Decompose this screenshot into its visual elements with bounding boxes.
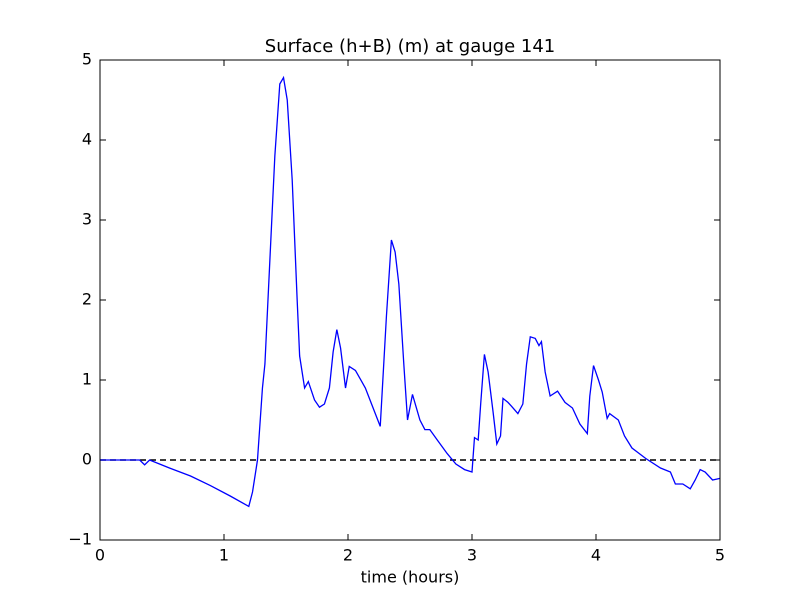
plot-frame: [99, 59, 721, 541]
x-tick-label: 2: [343, 546, 353, 565]
x-tick-label: 3: [467, 546, 477, 565]
x-tick-label: 4: [591, 546, 601, 565]
x-tick-label: 0: [95, 546, 105, 565]
y-tick-label: 5: [82, 50, 92, 69]
x-tick-label: 5: [715, 546, 725, 565]
y-tick-label: 2: [82, 290, 92, 309]
x-axis-label: time (hours): [361, 568, 460, 587]
x-tick-label: 1: [219, 546, 229, 565]
y-tick-label: 4: [82, 130, 92, 149]
data-line: [100, 75, 721, 508]
y-tick-label: −1: [68, 530, 92, 549]
y-tick-label: 0: [82, 450, 92, 469]
y-tick-label: 3: [82, 210, 92, 229]
chart-title: Surface (h+B) (m) at gauge 141: [265, 36, 555, 57]
y-tick-label: 1: [82, 370, 92, 389]
